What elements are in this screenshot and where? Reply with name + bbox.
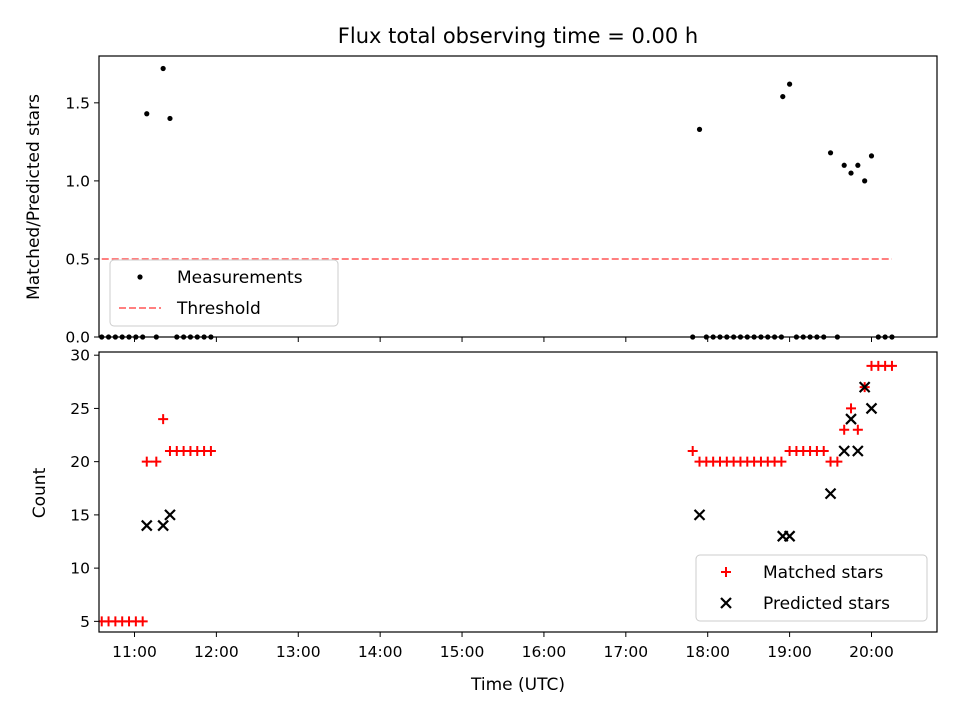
y-tick-label: 5 [80, 613, 90, 631]
plot-frame [98, 55, 938, 338]
x-tick-label: 13:00 [276, 643, 321, 661]
measurement-point [855, 162, 861, 168]
matched-star-point [852, 424, 863, 435]
legend-measurement-marker [137, 274, 143, 280]
matched-star-point [137, 616, 148, 627]
legend-measurements-label: Measurements [177, 268, 303, 288]
measurement-point [868, 153, 875, 159]
top-y-axis-label: Matched/Predicted stars [24, 94, 44, 300]
legend-box [695, 554, 928, 622]
y-tick-label: 0.5 [65, 250, 90, 268]
predicted-star-point [783, 530, 796, 542]
matched-star-point [818, 446, 829, 457]
predicted-star-point [838, 445, 850, 457]
predicted-star-point [157, 519, 169, 532]
measurement-point [780, 93, 786, 100]
matched-star-point [839, 424, 850, 435]
predicted-star-point [164, 509, 176, 521]
matched-star-point [205, 446, 216, 457]
measurement-point [144, 111, 150, 117]
measurement-point [862, 178, 868, 184]
measurement-point [696, 126, 703, 132]
x-tick-label: 14:00 [358, 643, 403, 661]
predicted-star-point [852, 445, 864, 457]
predicted-star-point [865, 402, 878, 415]
measurement-point [848, 170, 854, 176]
predicted-star-point [824, 487, 837, 500]
y-tick-label: 25 [70, 400, 90, 418]
y-tick-label: 0.0 [65, 329, 90, 347]
y-tick-label: 1.0 [65, 172, 90, 190]
measurement-point [167, 115, 173, 122]
chart-title: Flux total observing time = 0.00 h [338, 24, 698, 48]
x-tick-label: 20:00 [849, 643, 894, 661]
matched-star-point [141, 456, 152, 467]
legend-matched-label: Matched stars [763, 563, 883, 583]
y-tick-label: 1.5 [65, 94, 90, 112]
matched-star-point [151, 456, 162, 467]
x-tick-label: 17:00 [603, 643, 648, 661]
x-tick-label: 16:00 [522, 643, 567, 661]
matched-star-point [846, 403, 857, 414]
bottom-y-axis-label: Count [30, 467, 50, 518]
x-axis-label: Time (UTC) [470, 675, 565, 695]
matched-star-point [776, 456, 787, 467]
count-plot-area [99, 360, 897, 627]
legend-matched-marker [721, 567, 731, 577]
measurement-point [786, 81, 793, 87]
predicted-star-point [858, 381, 871, 393]
x-tick-label: 18:00 [685, 643, 730, 661]
measurement-point [160, 65, 166, 72]
predicted-star-point [140, 519, 153, 532]
matched-star-point [687, 446, 698, 457]
legend-predicted-label: Predicted stars [763, 594, 890, 614]
matched-star-point [886, 360, 897, 371]
x-tick-label: 12:00 [194, 643, 239, 661]
legend-predicted-marker [720, 597, 732, 609]
predicted-star-point [845, 413, 857, 425]
y-tick-label: 15 [70, 506, 90, 524]
x-tick-label: 15:00 [440, 643, 485, 661]
x-tick-label: 11:00 [112, 643, 157, 661]
measurement-point [827, 150, 834, 156]
y-tick-label: 20 [70, 453, 90, 471]
legend-box [109, 259, 339, 327]
y-tick-label: 10 [70, 560, 90, 578]
matched-star-point [832, 456, 843, 467]
measurement-point [841, 162, 847, 168]
y-tick-label: 30 [70, 347, 90, 365]
predicted-star-point [693, 509, 706, 521]
matched-star-point [158, 414, 169, 425]
x-tick-label: 19:00 [767, 643, 812, 661]
legend-threshold-label: Threshold [176, 299, 261, 319]
plot-frame [98, 351, 938, 633]
